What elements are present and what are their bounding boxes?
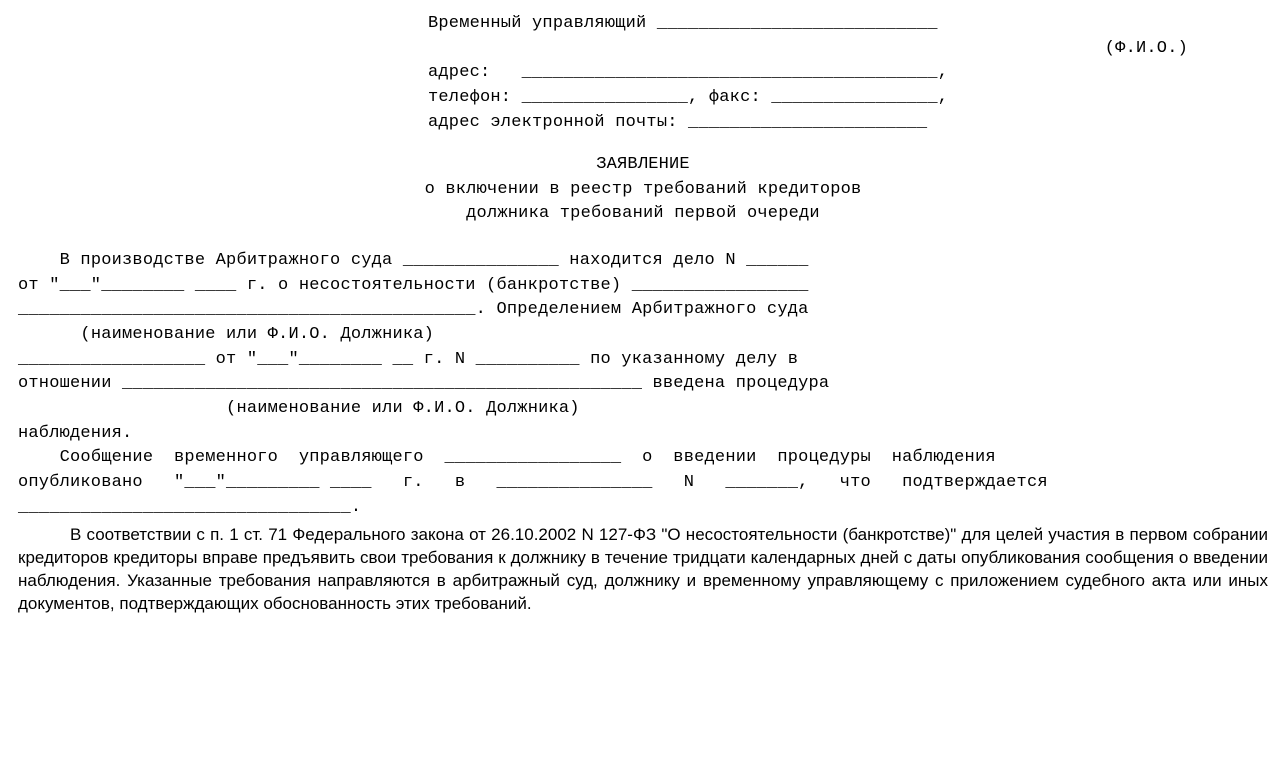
p3: В соответствии с п. 1 ст. 71 Федеральног… — [18, 524, 1268, 616]
fax-label: факс: — [709, 88, 761, 107]
p1-l1: В производстве Арбитражного суда _______… — [18, 249, 1268, 274]
p1-note2: (наименование или Ф.И.О. Должника) — [18, 397, 1268, 422]
addr-blank: ________________________________________… — [522, 63, 948, 82]
email-label: адрес электронной почты: — [428, 113, 678, 132]
p1-l3: ________________________________________… — [18, 298, 1268, 323]
p1-note1: (наименование или Ф.И.О. Должника) — [18, 323, 1268, 348]
p2-l2: опубликовано "___"_________ ____ г. в __… — [18, 471, 1268, 496]
p2-l3: ________________________________. — [18, 496, 1268, 521]
title-block: ЗАЯВЛЕНИЕ о включении в реестр требовани… — [18, 153, 1268, 227]
header-block: Временный управляющий __________________… — [428, 12, 1268, 135]
p1-l6: наблюдения. — [18, 422, 1268, 447]
tel-label: телефон: — [428, 88, 511, 107]
email-blank: _______________________ — [688, 113, 927, 132]
tel-blank: ________________, — [522, 88, 699, 107]
title-l3: должника требований первой очереди — [18, 202, 1268, 227]
title-l1: ЗАЯВЛЕНИЕ — [18, 153, 1268, 178]
title-l2: о включении в реестр требований кредитор… — [18, 178, 1268, 203]
p1-l5: отношении ______________________________… — [18, 372, 1268, 397]
fax-blank: ________________, — [771, 88, 948, 107]
manager-label: Временный управляющий — [428, 14, 646, 33]
manager-line: Временный управляющий __________________… — [428, 12, 1268, 37]
addr-label: адрес: — [428, 63, 490, 82]
p2-l1: Сообщение временного управляющего ______… — [18, 446, 1268, 471]
tel-fax-line: телефон: ________________, факс: _______… — [428, 86, 1268, 111]
fio-note: (Ф.И.О.) — [428, 37, 1268, 62]
email-line: адрес электронной почты: _______________… — [428, 111, 1268, 136]
p1-l4: __________________ от "___"________ __ г… — [18, 348, 1268, 373]
address-line: адрес: _________________________________… — [428, 61, 1268, 86]
body-block-1: В производстве Арбитражного суда _______… — [18, 249, 1268, 520]
p1-l2: от "___"________ ____ г. о несостоятельн… — [18, 274, 1268, 299]
manager-blank: ___________________________ — [657, 14, 938, 33]
